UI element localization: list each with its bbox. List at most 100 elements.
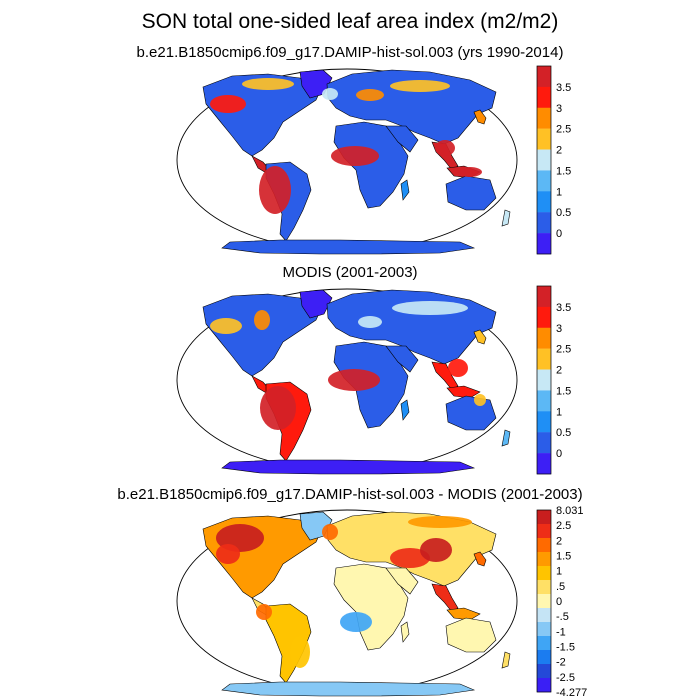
- land-region-arb: [385, 125, 419, 153]
- panel2-land: [202, 289, 511, 475]
- colorbar-swatch: [537, 538, 551, 553]
- panel3-land: [202, 511, 511, 697]
- colorbar-swatch: [537, 170, 551, 192]
- colorbar-tick-label: 0: [556, 596, 562, 608]
- panel1-map-figure: 3.5 3 2.5 2 1.5 1 0.5 0: [176, 65, 571, 255]
- vegetation-patch: [256, 604, 272, 620]
- colorbar-tick-label: 2: [556, 535, 562, 547]
- colorbar-swatch: [537, 306, 551, 328]
- land-region-nz: [501, 651, 511, 669]
- land-region-sa: [265, 603, 312, 684]
- colorbar-swatch: [537, 510, 551, 525]
- land-region-mg: [400, 179, 410, 201]
- colorbar-swatch: [537, 580, 551, 595]
- vegetation-patch: [210, 95, 246, 113]
- vegetation-patch: [448, 359, 468, 377]
- panel3-map: [176, 509, 518, 697]
- colorbar-swatch: [537, 369, 551, 391]
- panel2-subtitle: MODIS (2001-2003): [282, 264, 418, 281]
- colorbar-tick-label: -1: [556, 626, 566, 638]
- colorbar-frame: [536, 285, 552, 475]
- colorbar-swatch: [537, 86, 551, 108]
- colorbar-tick-label: 1: [556, 566, 562, 578]
- colorbar-tick-label: 0: [556, 228, 562, 240]
- panel1-land: [202, 69, 511, 255]
- colorbar-tick-label: 3: [556, 103, 562, 115]
- colorbar-tick-label: 2: [556, 145, 562, 157]
- colorbar-tick-label: 2.5: [556, 344, 571, 356]
- colorbar-swatch: [537, 608, 551, 623]
- vegetation-patch: [358, 316, 382, 328]
- colorbar-tick-label: .5: [556, 581, 565, 593]
- land-region-ant: [221, 239, 476, 255]
- colorbar-tick-label: 3: [556, 323, 562, 335]
- colorbar-tick-label: -2: [556, 657, 566, 669]
- vegetation-patch: [340, 612, 372, 632]
- colorbar-tick-label: 1: [556, 186, 562, 198]
- colorbar-swatch: [537, 622, 551, 637]
- colorbar-swatch: [537, 390, 551, 412]
- colorbar-swatch: [537, 149, 551, 171]
- colorbar-swatch: [537, 348, 551, 370]
- colorbar-swatch: [537, 411, 551, 433]
- vegetation-patch: [322, 88, 338, 100]
- colorbar-frame: [536, 509, 552, 693]
- colorbar-swatch: [537, 524, 551, 539]
- colorbar-tick-label: -.5: [556, 611, 569, 623]
- colorbar-tick-label: 3.5: [556, 302, 571, 314]
- vegetation-patch: [474, 394, 486, 406]
- colorbar-tick-label: 0.5: [556, 207, 571, 219]
- vegetation-patch: [328, 369, 380, 391]
- colorbar-swatch: [537, 552, 551, 567]
- colorbar-swatch: [537, 566, 551, 581]
- colorbar-tick-label: 0.5: [556, 427, 571, 439]
- panel1-map: [176, 68, 518, 255]
- vegetation-patch: [331, 146, 379, 166]
- vegetation-patch: [259, 166, 291, 214]
- panel1-subtitle: b.e21.B1850cmip6.f09_g17.DAMIP-hist-sol.…: [136, 44, 564, 61]
- vegetation-patch: [458, 167, 482, 177]
- panel3-subtitle: b.e21.B1850cmip6.f09_g17.DAMIP-hist-sol.…: [117, 486, 583, 503]
- colorbar-tick-label: 1: [556, 406, 562, 418]
- vegetation-patch: [216, 544, 240, 564]
- colorbar-tick-label: -2.5: [556, 672, 575, 684]
- vegetation-patch: [420, 538, 452, 562]
- colorbar-swatch: [537, 432, 551, 454]
- vegetation-patch: [242, 78, 294, 90]
- colorbar-tick-label: 2.5: [556, 520, 571, 532]
- colorbar-swatch: [537, 191, 551, 213]
- colorbar-tick-label: 0: [556, 448, 562, 460]
- colorbar-tick-label: 2: [556, 365, 562, 377]
- vegetation-patch: [290, 636, 310, 668]
- colorbar-tick-label: 1.5: [556, 551, 571, 563]
- panel1-colorbar: 3.5 3 2.5 2 1.5 1 0.5 0: [536, 65, 571, 255]
- land-region-au: [445, 617, 497, 653]
- vegetation-patch: [356, 89, 384, 101]
- colorbar-frame: [536, 65, 552, 255]
- land-region-na: [202, 293, 323, 377]
- colorbar-swatch: [537, 636, 551, 651]
- vegetation-patch: [322, 524, 338, 540]
- panel2-map: [176, 288, 518, 475]
- vegetation-patch: [390, 80, 450, 92]
- land-region-ant: [221, 681, 476, 697]
- land-region-jp: [473, 551, 487, 567]
- colorbar-swatch: [537, 650, 551, 665]
- colorbar-swatch: [537, 327, 551, 349]
- colorbar-tick-label: 3.5: [556, 82, 571, 94]
- panel2-colorbar: 3.5 3 2.5 2 1.5 1 0.5 0: [536, 285, 571, 475]
- colorbar-swatch: [537, 66, 551, 88]
- colorbar-swatch: [537, 594, 551, 609]
- land-region-nz: [501, 429, 511, 447]
- colorbar-swatch: [537, 107, 551, 129]
- land-region-mg: [400, 621, 410, 643]
- vegetation-patch: [390, 548, 430, 568]
- vegetation-patch: [392, 301, 468, 315]
- colorbar-swatch: [537, 212, 551, 234]
- colorbar-swatch: [537, 664, 551, 679]
- colorbar-tick-label: -4.277: [556, 687, 587, 699]
- vegetation-patch: [210, 318, 242, 334]
- land-region-arb: [385, 567, 419, 595]
- land-region-ant: [221, 459, 476, 475]
